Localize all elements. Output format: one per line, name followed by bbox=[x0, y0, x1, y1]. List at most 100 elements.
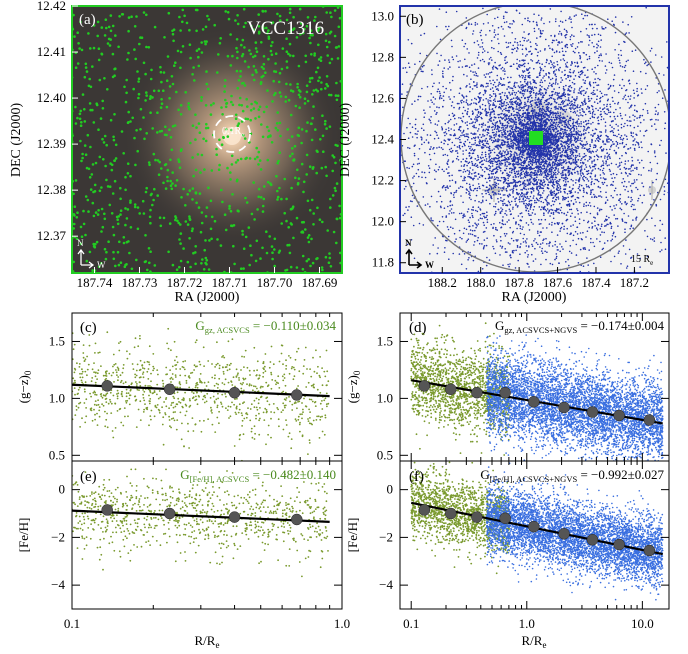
gc-point bbox=[532, 125, 535, 128]
gc-point bbox=[568, 119, 570, 121]
gc-point bbox=[527, 145, 530, 148]
gc-point bbox=[523, 186, 525, 188]
gc-point bbox=[204, 42, 207, 46]
gc-point bbox=[484, 153, 487, 156]
gc-point bbox=[320, 87, 323, 91]
gc-point bbox=[540, 92, 542, 94]
gc-point bbox=[444, 153, 447, 156]
gc-point bbox=[634, 302, 636, 304]
gc-point bbox=[449, 66, 451, 68]
gc-point bbox=[511, 51, 513, 54]
gc-point bbox=[85, 166, 89, 170]
gc-point bbox=[606, 158, 609, 160]
gc-point bbox=[578, 178, 581, 180]
gc-point bbox=[72, 260, 75, 264]
gc-point bbox=[100, 230, 103, 233]
gc-point bbox=[295, 36, 299, 39]
gc-point bbox=[572, 107, 574, 109]
gc-point bbox=[260, 75, 264, 79]
gc-point bbox=[183, 14, 186, 18]
gc-point bbox=[471, 164, 474, 166]
gc-point bbox=[546, 103, 549, 106]
gc-point bbox=[560, 95, 563, 98]
gc-point bbox=[581, 101, 583, 104]
gc-point bbox=[110, 212, 114, 215]
y-tick-label: 12.41 bbox=[37, 44, 66, 59]
gc-point bbox=[73, 205, 77, 208]
gc-point bbox=[488, 164, 490, 167]
gc-point bbox=[586, 34, 589, 36]
gc-point bbox=[235, 179, 239, 183]
gc-point bbox=[473, 188, 476, 190]
gc-point bbox=[600, 225, 603, 227]
gc-point bbox=[477, 223, 480, 225]
gc-point bbox=[496, 147, 499, 149]
gc-point bbox=[94, 242, 97, 246]
gc-point bbox=[429, 148, 432, 150]
gc-point bbox=[504, 73, 506, 75]
gc-point bbox=[449, 118, 452, 121]
gc-point bbox=[579, 232, 582, 234]
gc-point bbox=[254, 68, 257, 72]
gc-point bbox=[201, 258, 204, 261]
gc-point bbox=[265, 230, 268, 233]
gc-point bbox=[470, 132, 473, 134]
gc-point bbox=[249, 244, 252, 247]
gc-point bbox=[203, 248, 206, 252]
gc-point bbox=[503, 94, 506, 97]
gc-point bbox=[173, 124, 177, 127]
gc-point bbox=[503, 136, 506, 138]
gc-point bbox=[623, 96, 625, 98]
gc-point bbox=[241, 38, 245, 42]
gc-point bbox=[600, 145, 603, 148]
gc-point bbox=[627, 59, 629, 62]
gc-point bbox=[466, 121, 469, 123]
gc-point bbox=[157, 173, 161, 176]
gc-point bbox=[623, 185, 625, 187]
gc-point bbox=[530, 100, 533, 102]
gc-point bbox=[522, 241, 525, 243]
gc-point bbox=[510, 137, 512, 139]
gc-point bbox=[191, 156, 194, 159]
gc-point bbox=[555, 321, 557, 323]
gc-point bbox=[498, 81, 501, 84]
gc-point bbox=[252, 28, 255, 31]
gc-point bbox=[555, 174, 557, 176]
gc-point bbox=[411, 200, 413, 203]
gc-point bbox=[237, 122, 241, 125]
gc-point bbox=[555, 81, 557, 83]
gc-point bbox=[483, 50, 486, 52]
gc-point bbox=[659, 219, 661, 222]
gc-point bbox=[649, 119, 652, 121]
gc-point bbox=[414, 63, 416, 65]
gc-point bbox=[259, 196, 263, 199]
gc-point bbox=[137, 77, 141, 80]
gc-point bbox=[515, 50, 518, 52]
gc-point bbox=[196, 153, 200, 156]
gc-point bbox=[565, 65, 568, 67]
gc-point bbox=[556, 186, 559, 188]
gc-point bbox=[562, 116, 565, 119]
gc-point bbox=[561, 211, 563, 214]
gc-point bbox=[493, 192, 496, 194]
gc-point bbox=[192, 66, 195, 69]
gc-point bbox=[218, 163, 221, 167]
gc-point bbox=[285, 197, 288, 201]
gc-point bbox=[474, 97, 476, 100]
gc-point bbox=[646, 110, 649, 112]
gc-point bbox=[565, 178, 567, 181]
gc-point bbox=[470, 146, 472, 148]
gc-point bbox=[484, 92, 487, 94]
gc-point bbox=[604, 155, 606, 157]
gc-point bbox=[599, 208, 601, 211]
gc-point bbox=[468, 22, 470, 25]
gc-point bbox=[670, 132, 672, 134]
gc-point bbox=[89, 85, 93, 89]
gc-point bbox=[216, 71, 219, 74]
gc-point bbox=[472, 169, 474, 171]
gc-point bbox=[540, 17, 543, 19]
gc-point bbox=[624, 253, 627, 255]
gc-point bbox=[251, 73, 254, 77]
gc-point bbox=[287, 98, 291, 102]
gc-point bbox=[632, 182, 635, 185]
